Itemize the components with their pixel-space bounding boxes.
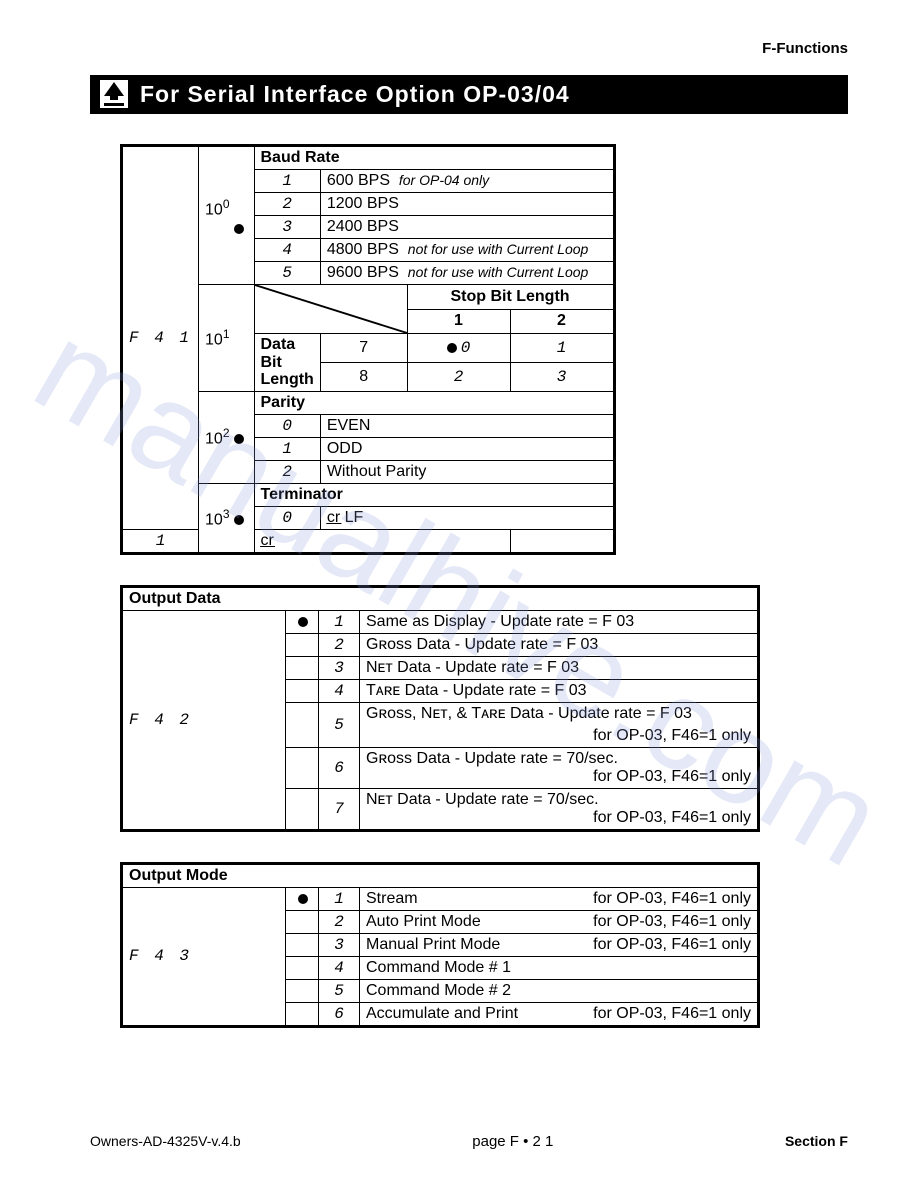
section-title-text: For Serial Interface Option OP-03/04 [140, 81, 570, 107]
table-row: F 4 2 1 Same as Display - Update rate = … [122, 610, 759, 633]
table-row: F 4 3 1 Streamfor OP-03, F46=1 only [122, 887, 759, 910]
output-mode-header: Output Mode [122, 863, 759, 887]
stopbit-header: Stop Bit Length [407, 285, 614, 310]
baud-rate-header: Baud Rate [254, 146, 614, 170]
footer-center: page F • 2 1 [472, 1133, 553, 1150]
f41-parity-power: 102 [199, 391, 254, 483]
parity-header: Parity [254, 391, 614, 414]
diagonal-cell [254, 285, 407, 334]
f41-table: F 4 1 100 Baud Rate 1600 BPS for OP-04 o… [120, 144, 616, 555]
footer-left: Owners-AD-4325V-v.4.b [90, 1133, 241, 1150]
f41-stopbit-power: 101 [199, 285, 254, 392]
output-data-header: Output Data [122, 586, 759, 610]
f43-table: Output Mode F 4 3 1 Streamfor OP-03, F46… [120, 862, 760, 1028]
table-row: 1c̲r̲ [122, 529, 615, 553]
page-header-right: F-Functions [90, 40, 848, 57]
page-footer: Owners-AD-4325V-v.4.b page F • 2 1 Secti… [90, 1133, 848, 1150]
down-arrow-icon [98, 78, 130, 110]
databit-label: Data BitLength [254, 334, 320, 392]
f42-code: F 4 2 [122, 610, 286, 830]
footer-right: Section F [785, 1133, 848, 1150]
f41-code: F 4 1 [122, 146, 199, 530]
f41-baud-power: 100 [199, 146, 254, 285]
f42-table: Output Data F 4 2 1 Same as Display - Up… [120, 585, 760, 832]
terminator-header: Terminator [254, 483, 614, 506]
f43-code: F 4 3 [122, 887, 286, 1026]
f41-term-power: 103 [199, 483, 254, 553]
section-title-bar: For Serial Interface Option OP-03/04 [90, 75, 848, 114]
